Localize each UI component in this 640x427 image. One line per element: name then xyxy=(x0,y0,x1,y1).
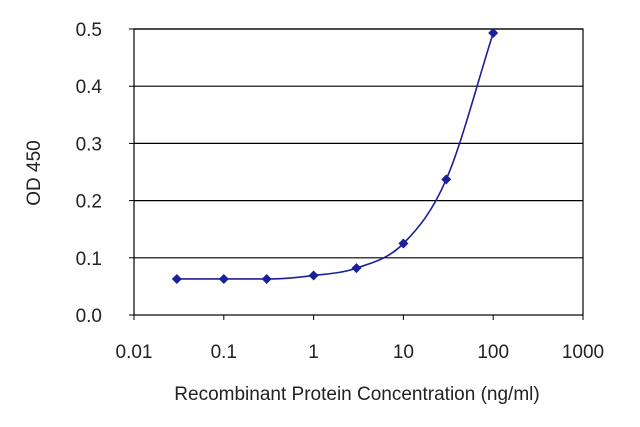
data-point xyxy=(218,273,229,284)
x-tick-label: 1000 xyxy=(562,342,604,363)
x-tick-label: 100 xyxy=(477,342,509,363)
x-tick-labels: 0.01 0.1 1 10 100 1000 xyxy=(116,315,604,363)
data-point xyxy=(441,174,452,185)
data-point xyxy=(171,273,182,284)
y-tick-label: 0.1 xyxy=(76,249,102,270)
data-point xyxy=(398,238,409,249)
x-axis-title: Recombinant Protein Concentration (ng/ml… xyxy=(174,384,539,405)
plot-border xyxy=(133,28,584,316)
y-tick-label: 0.4 xyxy=(76,77,103,98)
data-point xyxy=(351,263,362,274)
y-tick-label: 0.0 xyxy=(76,306,102,327)
data-point xyxy=(488,28,499,39)
y-axis-title: OD 450 xyxy=(24,140,45,205)
x-tick-label: 0.01 xyxy=(116,342,153,363)
gridlines xyxy=(134,28,583,259)
data-point xyxy=(261,273,272,284)
y-tick-label: 0.3 xyxy=(76,134,102,155)
y-tick-label: 0.2 xyxy=(76,192,102,213)
fit-line xyxy=(176,32,494,280)
data-points xyxy=(171,28,499,284)
x-tick-label: 0.1 xyxy=(211,342,237,363)
y-tick-label: 0.5 xyxy=(76,20,102,41)
plot-frame xyxy=(133,28,584,316)
data-point xyxy=(308,270,319,281)
x-tick-label: 1 xyxy=(308,342,319,363)
y-tick-labels: 0.0 0.1 0.2 0.3 0.4 0.5 xyxy=(76,20,134,327)
fit-curve xyxy=(176,32,494,280)
x-tick-label: 10 xyxy=(393,342,414,363)
